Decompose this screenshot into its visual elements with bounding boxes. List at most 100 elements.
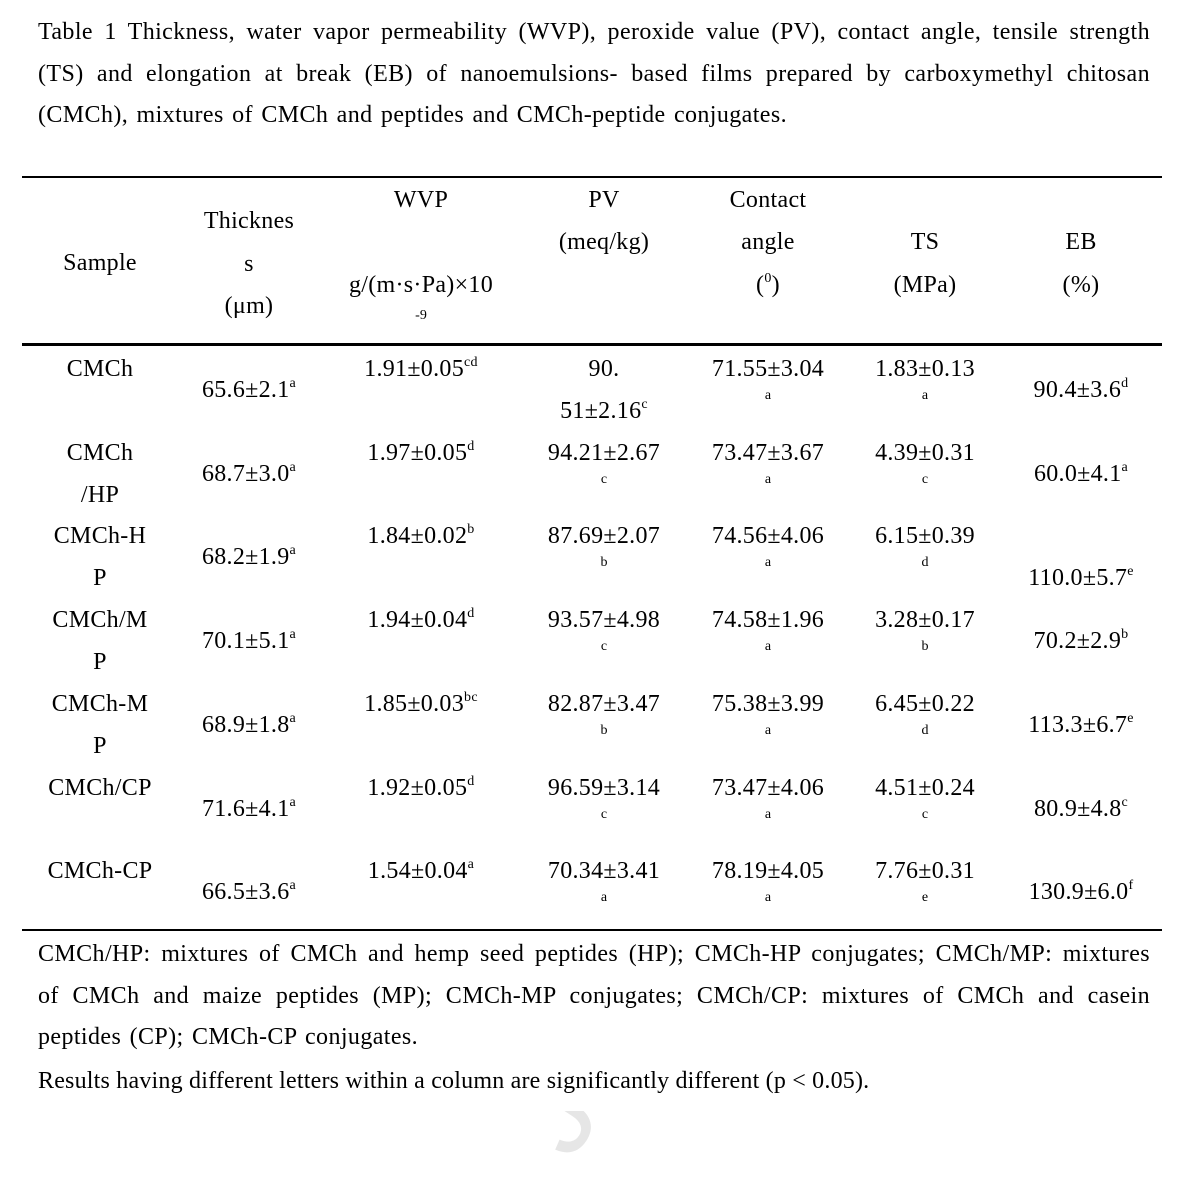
thickness-value: 68.2±1.9a [178, 536, 320, 578]
ts-letter: b [921, 639, 929, 655]
header-thickness: Thicknes [203, 208, 295, 234]
value: 1.92±0.05 [367, 774, 468, 801]
header-eb: EB [1065, 229, 1097, 255]
value: 66.5±3.6 [201, 879, 290, 906]
significance-letter: a [1121, 459, 1129, 475]
thickness-value: 70.1±5.1a [178, 620, 320, 662]
value: 68.9±1.8 [201, 711, 290, 738]
value: 130.9±6.0 [1028, 879, 1129, 906]
significance-letter: a [289, 459, 297, 475]
header-wvp: WVP [393, 187, 449, 213]
sample-name: CMCh-M [51, 690, 149, 717]
pv-letter: c [600, 471, 608, 487]
sample-name: CMCh/M [52, 607, 148, 634]
header-wvp-exponent: -9 [415, 308, 427, 323]
significance-letter: a [289, 794, 297, 810]
pv-value-part: 90. [588, 356, 620, 382]
sample-name: P [93, 732, 107, 759]
value: 70.2±2.9 [1033, 628, 1122, 655]
contact-letter: a [764, 388, 772, 403]
ts-value: 4.51±0.24 [875, 774, 975, 801]
header-ts-unit: (MPa) [893, 272, 957, 298]
significance-letter: d [1121, 376, 1129, 391]
unit-part: ( [756, 272, 765, 298]
pv-letter: c [600, 639, 608, 655]
header-eb-unit: (%) [1062, 272, 1100, 298]
value: 1.91±0.05 [364, 356, 465, 382]
significance-letter: d [467, 773, 475, 789]
contact-letter: a [764, 639, 772, 655]
value: 68.2±1.9 [201, 544, 290, 571]
significance-letter: a [289, 627, 297, 643]
significance-letter: d [467, 438, 475, 454]
ts-value: 6.45±0.22 [875, 690, 975, 717]
ts-letter: e [921, 890, 929, 906]
contact-letter: a [764, 471, 772, 487]
contact-letter: a [764, 890, 772, 906]
significance-letter: b [467, 522, 475, 538]
ts-value: 1.83±0.13 [875, 356, 975, 382]
table-bottom-rule [22, 929, 1162, 931]
thickness-value: 65.6±2.1a [178, 369, 320, 411]
sample-name: CMCh [66, 356, 134, 382]
value: 65.6±2.1 [201, 377, 290, 403]
wvp-value: 1.85±0.03bc [320, 683, 522, 725]
header-contact-angle: angle [741, 229, 795, 255]
value: 1.97±0.05 [367, 439, 468, 466]
ts-value: 3.28±0.17 [875, 607, 975, 634]
eb-value: 80.9±4.8c [1000, 788, 1162, 830]
contact-value: 74.58±1.96 [711, 607, 825, 634]
value: 1.84±0.02 [367, 523, 468, 550]
eb-value: 130.9±6.0f [1000, 871, 1162, 913]
significance-letter: f [1128, 878, 1134, 894]
wvp-value: 1.97±0.05d [320, 432, 522, 474]
value: 113.3±6.7 [1028, 711, 1128, 738]
pv-letter: b [600, 555, 608, 571]
header-pv-unit: (meq/kg) [558, 229, 650, 255]
value: 60.0±4.1 [1033, 460, 1122, 487]
contact-value: 78.19±4.05 [711, 858, 825, 885]
contact-value: 71.55±3.04 [711, 356, 825, 382]
sample-name: CMCh-CP [47, 858, 153, 885]
significance-letter: a [467, 857, 475, 873]
wvp-value: 1.92±0.05d [320, 767, 522, 809]
thickness-value: 68.7±3.0a [178, 453, 320, 495]
pv-value: 70.34±3.41 [547, 858, 661, 885]
significance-letter: bc [464, 689, 478, 705]
value: 80.9±4.8 [1033, 795, 1122, 822]
pv-value: 93.57±4.98 [547, 607, 661, 634]
significance-letter: b [1121, 627, 1129, 643]
ts-letter: c [921, 471, 929, 487]
ts-value: 7.76±0.31 [875, 858, 975, 885]
contact-letter: a [764, 722, 772, 738]
sample-name: CMCh [66, 439, 134, 466]
significance-note: Results having different letters within … [38, 1068, 870, 1094]
sample-name: CMCh/CP [48, 774, 152, 801]
header-contact-unit: (0) [686, 264, 850, 306]
header-thickness: (μm) [224, 293, 274, 319]
value: 90.4±3.6 [1033, 377, 1122, 403]
ts-value: 6.15±0.39 [875, 523, 975, 550]
value: 1.94±0.04 [367, 607, 468, 634]
unit-part: 0 [764, 271, 772, 286]
contact-value: 73.47±3.67 [711, 439, 825, 466]
contact-value: 73.47±4.06 [711, 774, 825, 801]
significance-letter: e [1127, 710, 1134, 726]
pv-value: 96.59±3.14 [547, 774, 661, 801]
significance-letter: a [289, 543, 297, 559]
ts-value: 4.39±0.31 [875, 439, 975, 466]
pv-letter: b [600, 722, 608, 738]
header-wvp-unit: g/(m·s·Pa)×10 [348, 272, 494, 298]
table-caption: Table 1 Thickness, water vapor permeabil… [38, 19, 1150, 129]
ts-letter: c [921, 806, 929, 822]
significance-letter: a [289, 376, 297, 391]
contact-letter: a [764, 806, 772, 822]
eb-value: 70.2±2.9b [1000, 620, 1162, 662]
value: 1.54±0.04 [367, 858, 468, 885]
sample-name: /HP [80, 481, 120, 508]
pv-value: 94.21±2.67 [547, 439, 661, 466]
wvp-value: 1.94±0.04d [320, 599, 522, 641]
pv-value: 87.69±2.07 [547, 523, 661, 550]
value: 71.6±4.1 [201, 795, 290, 822]
value: 51±2.16 [560, 398, 642, 424]
